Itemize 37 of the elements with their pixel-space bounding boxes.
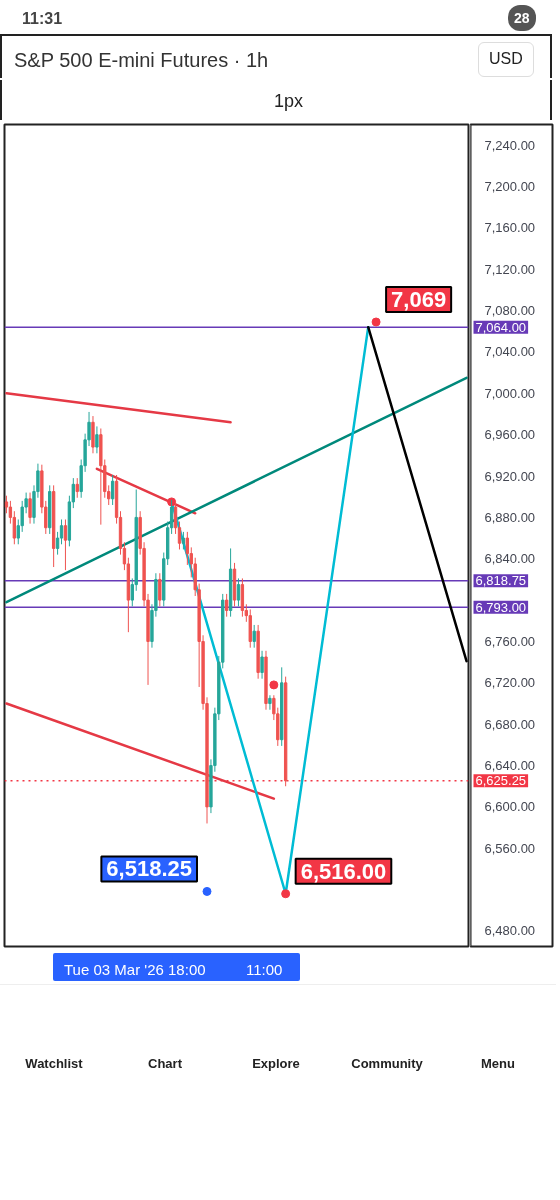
y-tick-label: 6,920.00 [484,468,536,484]
data-label: 6,516.00 [300,858,387,884]
y-tick-label: 6,880.00 [484,509,536,525]
y-tick-label: 7,160.00 [484,220,536,236]
text: Chart [147,1055,183,1073]
text: Community [350,1055,424,1073]
y-tick-label: 7,240.00 [484,137,536,153]
chart-title: S&P 500 E-mini Futures · 1h [14,48,269,73]
ref-line-label: 6,625.25 [475,773,527,789]
data-label: 6,518.25 [106,856,193,882]
text: Menu [480,1055,516,1073]
y-tick-label: 7,080.00 [484,303,536,319]
ref-line-label: 7,064.00 [475,319,527,335]
y-tick-label: 7,120.00 [484,261,536,277]
y-tick-label: 6,480.00 [484,923,536,939]
ref-line-label: 6,818.75 [475,573,527,589]
ref-line-label: 6,793.00 [475,599,527,615]
y-tick-label: 6,840.00 [484,551,536,567]
y-tick-label: 6,760.00 [484,633,536,649]
text: 11:31 [22,9,63,29]
y-tick-label: 6,720.00 [484,675,536,691]
y-tick-label: 7,200.00 [484,179,536,195]
y-tick-label: 6,560.00 [484,840,536,856]
text: USD [478,42,534,77]
text: Watchlist [24,1055,84,1073]
text: Tue 03 Mar '26 18:00 [64,960,206,980]
y-tick-label: 6,960.00 [484,427,536,443]
y-tick-label: 7,000.00 [484,385,536,401]
y-tick-label: 6,640.00 [484,758,536,774]
y-tick-label: 6,680.00 [484,716,536,732]
y-tick-label: 6,600.00 [484,799,536,815]
data-label: 7,069 [391,286,447,312]
y-tick-label: 7,040.00 [484,344,536,360]
text: 11:00 [246,960,283,980]
text: 1px [274,90,304,113]
text: 28 [508,5,536,31]
text: Explore [251,1055,301,1073]
